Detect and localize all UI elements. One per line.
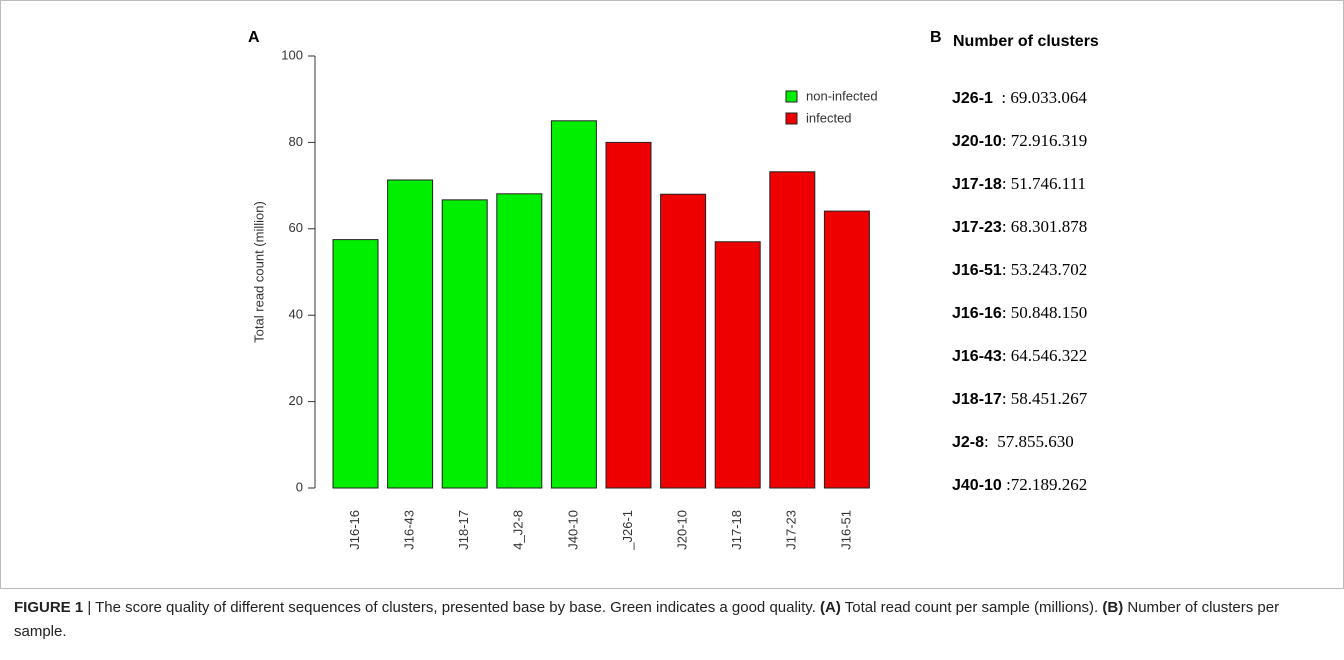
legend-swatch — [785, 90, 798, 103]
x-tick-label: J40-10 — [565, 510, 580, 550]
y-tick-label: 60 — [289, 220, 303, 235]
cluster-entry: J26-1 : 69.033.064 — [952, 88, 1087, 107]
panel-label: A — [248, 29, 260, 46]
cluster-entry: J17-23: 68.301.878 — [952, 217, 1087, 236]
entry-label: J17-18 — [952, 176, 1002, 193]
y-tick-label: 80 — [289, 134, 303, 149]
bar — [387, 179, 434, 489]
legend-label: infected — [806, 110, 852, 125]
x-tick-label: _J26-1 — [620, 510, 635, 551]
caption-text: Number of clusters per sample. — [14, 599, 1280, 640]
x-tick-label: J17-18 — [729, 510, 744, 550]
caption-figure: FIGURE 1 — [14, 599, 84, 616]
bar — [605, 141, 652, 489]
cluster-entry: J17-18: 51.746.111 — [952, 174, 1086, 193]
entry-label: J2-8 — [952, 434, 984, 451]
y-tick-label: 100 — [281, 47, 303, 62]
caption-ref: (B) — [1102, 599, 1124, 616]
x-tick-label: J16-51 — [838, 510, 853, 550]
entry-value: : 57.855.630 — [984, 432, 1074, 451]
caption-ref: (A) — [820, 599, 841, 616]
entry-label: J16-43 — [952, 348, 1002, 365]
entry-value: : 58.451.267 — [1002, 389, 1088, 408]
cluster-entry: J2-8: 57.855.630 — [952, 432, 1074, 451]
x-tick-label: 4_J2-8 — [511, 510, 526, 550]
entry-label: J20-10 — [952, 133, 1002, 150]
y-axis-label: Total read count (million) — [251, 201, 266, 343]
chart: A Total read count (million) B Number of… — [0, 0, 1344, 589]
entry-value: : 53.243.702 — [1002, 260, 1087, 279]
entry-value: : 50.848.150 — [1002, 303, 1087, 322]
bar — [332, 239, 379, 489]
cluster-entry: J16-43: 64.546.322 — [952, 346, 1087, 365]
x-tick-label: J16-16 — [347, 510, 362, 550]
entry-value: : 64.546.322 — [1002, 346, 1087, 365]
bar — [496, 193, 543, 489]
bar — [660, 193, 707, 489]
entry-label: J18-17 — [952, 391, 1002, 408]
entry-value: : 51.746.111 — [1002, 174, 1086, 193]
cluster-entry: J40-10 :72.189.262 — [952, 475, 1087, 494]
y-tick-label: 40 — [289, 307, 303, 322]
x-tick-label: J17-23 — [784, 510, 799, 550]
entry-value: : 72.916.319 — [1002, 131, 1087, 150]
x-tick-label: J20-10 — [675, 510, 690, 550]
y-tick-label: 0 — [296, 479, 303, 494]
entry-label: J40-10 — [952, 477, 1002, 494]
legend-swatch — [785, 112, 798, 125]
legend-label: non-infected — [806, 88, 878, 103]
panel-title: Number of clusters — [953, 33, 1099, 50]
cluster-entry: J18-17: 58.451.267 — [952, 389, 1088, 408]
bar — [441, 199, 488, 489]
y-tick-label: 20 — [289, 393, 303, 408]
cluster-entry: J20-10: 72.916.319 — [952, 131, 1087, 150]
panel-label: B — [930, 29, 942, 46]
caption: FIGURE 1 | The score quality of differen… — [14, 596, 1334, 644]
cluster-entry: J16-16: 50.848.150 — [952, 303, 1087, 322]
entry-label: J17-23 — [952, 219, 1002, 236]
entry-value: : 68.301.878 — [1002, 217, 1087, 236]
entry-label: J16-16 — [952, 305, 1002, 322]
entry-label: J16-51 — [952, 262, 1002, 279]
cluster-entry: J16-51: 53.243.702 — [952, 260, 1087, 279]
bar — [823, 210, 870, 489]
bar — [550, 120, 597, 489]
bar — [714, 241, 761, 489]
bar — [769, 171, 816, 489]
entry-value: : 69.033.064 — [993, 88, 1087, 107]
entry-value: :72.189.262 — [1002, 475, 1087, 494]
caption-text: Total read count per sample (millions). — [840, 599, 1103, 616]
entry-label: J26-1 — [952, 90, 993, 107]
x-tick-label: J16-43 — [402, 510, 417, 550]
x-tick-label: J18-17 — [456, 510, 471, 550]
caption-text: | The score quality of different sequenc… — [83, 599, 821, 616]
